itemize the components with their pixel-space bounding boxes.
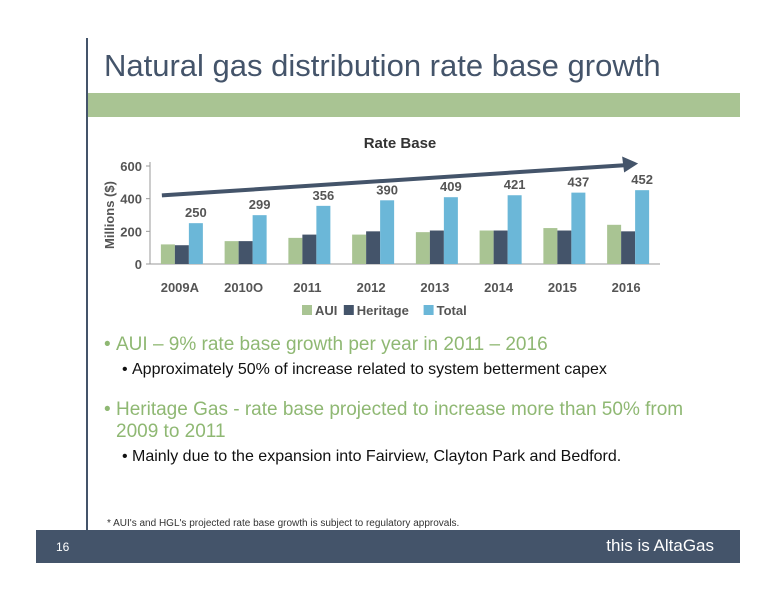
bar-heritage bbox=[302, 234, 317, 264]
y-tick-label: 0 bbox=[135, 257, 142, 272]
data-label: 421 bbox=[504, 177, 526, 192]
trend-arrow-head bbox=[622, 156, 639, 173]
data-label: 390 bbox=[376, 182, 398, 197]
bar-heritage bbox=[557, 230, 572, 264]
data-label: 452 bbox=[631, 172, 653, 187]
data-label: 250 bbox=[185, 205, 207, 220]
bar-aui bbox=[415, 232, 430, 264]
data-label: 299 bbox=[249, 197, 271, 212]
bar-total bbox=[635, 190, 650, 264]
y-tick-label: 400 bbox=[120, 192, 142, 207]
bar-total bbox=[571, 192, 586, 264]
legend-label-heritage: Heritage bbox=[357, 303, 409, 318]
slide-title: Natural gas distribution rate base growt… bbox=[104, 48, 661, 83]
rate-base-chart: Rate Base Millions ($) 0 200 400 600 250 2009A 2… bbox=[102, 135, 660, 318]
footer-bar: 16 this is AltaGas bbox=[36, 530, 740, 563]
bullet-list: AUI – 9% rate base growth per year in 20… bbox=[104, 334, 724, 466]
trend-arrow bbox=[161, 162, 629, 198]
bar-aui bbox=[224, 241, 239, 264]
legend-label-aui: AUI bbox=[315, 303, 337, 318]
y-tick-label: 200 bbox=[120, 224, 142, 239]
y-tick-label: 600 bbox=[120, 159, 142, 174]
bar-total bbox=[443, 197, 458, 264]
y-axis-label: Millions ($) bbox=[102, 181, 117, 249]
chart-title: Rate Base bbox=[364, 135, 437, 152]
data-label: 356 bbox=[313, 188, 335, 203]
bar-total bbox=[380, 200, 395, 264]
bar-total bbox=[252, 215, 267, 264]
page-number: 16 bbox=[56, 540, 70, 554]
x-tick-label: 2011 bbox=[293, 280, 321, 295]
bar-aui bbox=[352, 234, 367, 264]
x-tick-label: 2012 bbox=[357, 280, 386, 295]
x-tick-label: 2010O bbox=[224, 280, 263, 295]
bar-aui bbox=[160, 244, 175, 264]
legend-swatch-aui bbox=[302, 305, 312, 315]
data-label: 437 bbox=[568, 175, 590, 190]
data-label: 409 bbox=[440, 179, 462, 194]
legend-swatch-total bbox=[423, 305, 434, 315]
footnote: * AUI's and HGL's projected rate base gr… bbox=[107, 518, 460, 529]
x-tick-label: 2009A bbox=[161, 280, 200, 295]
left-rule bbox=[86, 38, 88, 538]
tagline: this is AltaGas bbox=[606, 536, 714, 555]
bar-heritage bbox=[366, 231, 381, 264]
bar-heritage bbox=[493, 230, 508, 264]
bar-total bbox=[188, 223, 203, 264]
legend-label-total: Total bbox=[437, 303, 467, 318]
bar-total bbox=[507, 195, 522, 264]
x-tick-label: 2014 bbox=[484, 280, 514, 295]
bar-aui bbox=[288, 237, 303, 264]
bar-aui bbox=[479, 230, 494, 264]
x-tick-label: 2013 bbox=[420, 280, 449, 295]
bar-heritage bbox=[238, 241, 253, 264]
bar-heritage bbox=[174, 245, 189, 264]
bullet-aui: AUI – 9% rate base growth per year in 20… bbox=[104, 334, 724, 356]
bar-heritage bbox=[429, 230, 444, 264]
brand-band: AltaGas bbox=[88, 93, 740, 207]
bar-aui bbox=[543, 228, 558, 264]
bar-heritage bbox=[621, 231, 636, 264]
x-tick-label: 2015 bbox=[548, 280, 577, 295]
altagas-logo: AltaGas bbox=[637, 190, 694, 207]
legend-swatch-heritage bbox=[343, 305, 354, 315]
bullet-heritage: Heritage Gas - rate base projected to in… bbox=[104, 399, 724, 443]
bar-aui bbox=[607, 224, 622, 264]
x-tick-label: 2016 bbox=[612, 280, 641, 295]
sub-bullet-heritage: Mainly due to the expansion into Fairvie… bbox=[104, 447, 724, 466]
bar-total bbox=[316, 205, 331, 264]
sub-bullet-aui: Approximately 50% of increase related to… bbox=[104, 360, 724, 379]
